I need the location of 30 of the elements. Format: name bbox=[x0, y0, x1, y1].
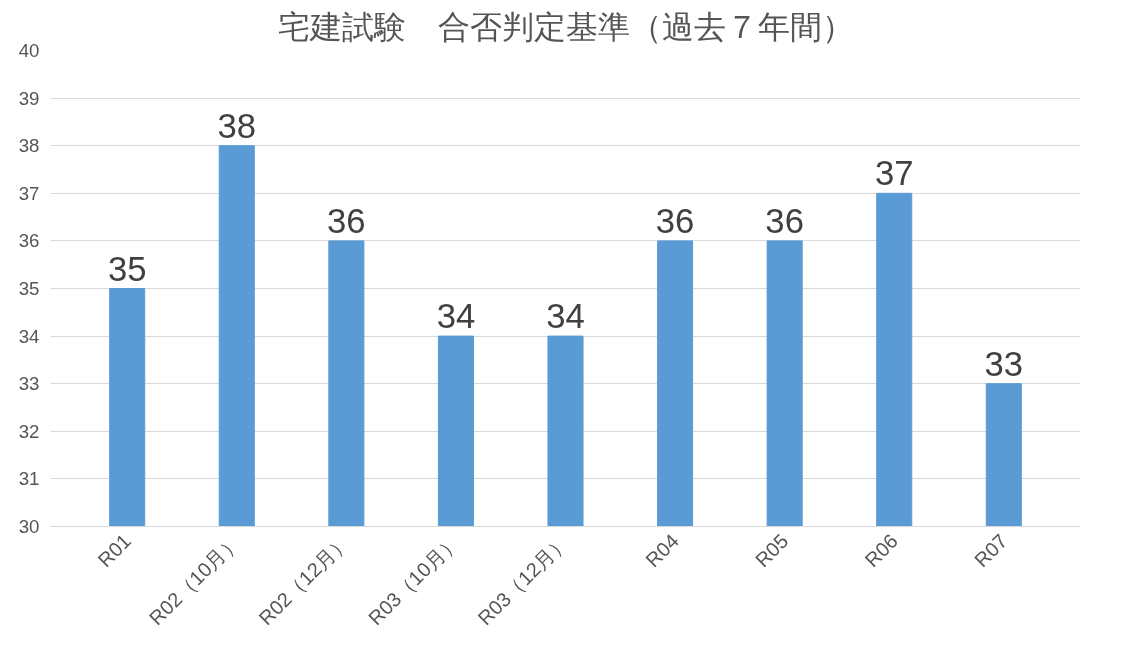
y-tick-label: 37 bbox=[18, 182, 40, 204]
data-label: 36 bbox=[655, 201, 695, 240]
data-label: 33 bbox=[984, 344, 1024, 383]
data-label: 34 bbox=[436, 297, 476, 336]
y-tick-label: 35 bbox=[18, 278, 40, 299]
y-tick-label: 36 bbox=[18, 230, 40, 252]
x-tick-label: R02（12月） bbox=[254, 529, 355, 630]
x-tick-label: R06 bbox=[860, 529, 903, 572]
y-tick-label: 38 bbox=[18, 135, 40, 157]
x-tick-label: R03（10月） bbox=[364, 529, 464, 630]
y-tick-label: 39 bbox=[18, 87, 40, 109]
y-tick-label: 33 bbox=[18, 373, 40, 395]
x-tick-label: R04 bbox=[641, 529, 683, 572]
y-tick-label: 34 bbox=[18, 325, 40, 347]
chart-title: 宅建試験 合否判定基準（過去７年間） bbox=[277, 7, 854, 46]
y-tick-label: 31 bbox=[18, 468, 40, 490]
x-tick-label: R01 bbox=[93, 529, 135, 572]
y-tick-label: 40 bbox=[18, 40, 40, 61]
data-label: 34 bbox=[546, 297, 585, 336]
data-label: 37 bbox=[874, 154, 914, 193]
x-tick-label: R07 bbox=[970, 529, 1012, 572]
x-tick-label: R02（10月） bbox=[144, 529, 245, 630]
data-label: 35 bbox=[107, 249, 147, 288]
data-label: 36 bbox=[327, 201, 366, 240]
x-tick-label: R03（12月） bbox=[473, 529, 574, 630]
data-label: 38 bbox=[217, 106, 257, 145]
data-label: 36 bbox=[765, 201, 804, 240]
x-tick-label: R05 bbox=[750, 529, 793, 572]
y-tick-label: 30 bbox=[18, 516, 40, 537]
y-tick-label: 32 bbox=[18, 420, 40, 442]
